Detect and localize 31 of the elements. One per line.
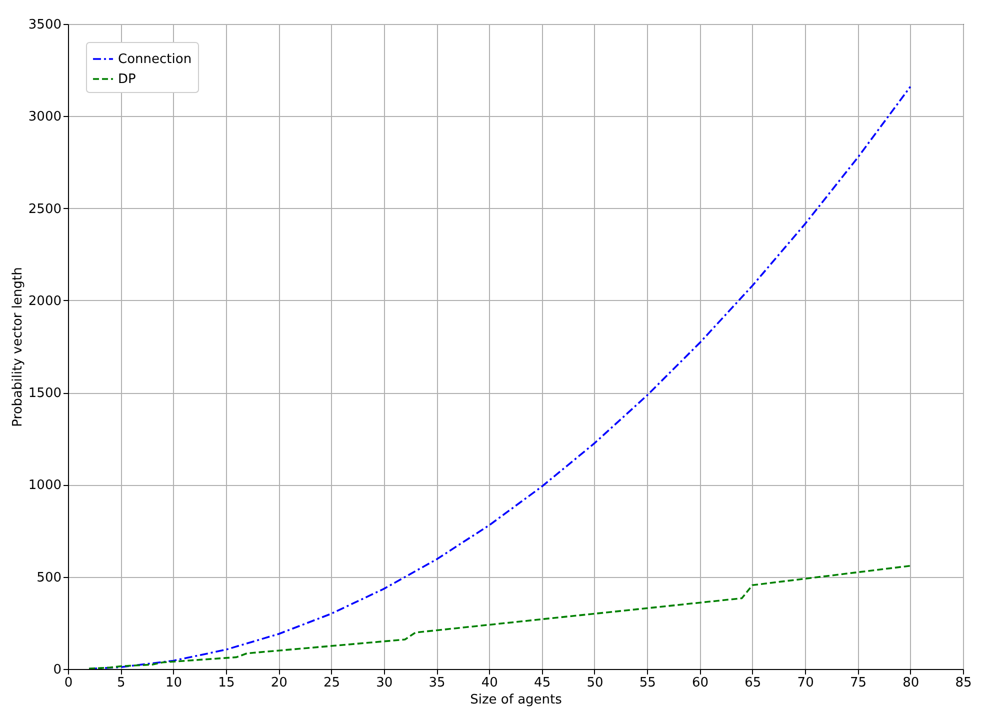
legend-label: DP: [118, 72, 136, 87]
x-tick-label: 0: [64, 676, 73, 690]
x-tick-label: 35: [428, 676, 446, 690]
x-tick-label: 5: [117, 676, 126, 690]
y-tick-label: 0: [53, 662, 62, 678]
y-tick-label: 3000: [28, 110, 62, 125]
x-tick-label: 85: [955, 676, 972, 690]
x-tick-label: 55: [639, 676, 656, 690]
x-tick-label: 10: [166, 676, 182, 690]
x-tick-label: 25: [323, 676, 340, 690]
x-tick-label: 60: [692, 676, 709, 690]
y-tick-label: 1500: [28, 386, 62, 402]
line-series: [88, 564, 912, 669]
x-axis-title: Size of agents: [470, 692, 562, 708]
x-tick-label: 80: [902, 676, 920, 690]
x-tick-label: 40: [481, 676, 498, 690]
y-tick-label: 2000: [28, 294, 62, 309]
y-axis-title: Probability vector length: [10, 267, 26, 427]
x-tick-label: 50: [586, 676, 604, 690]
x-tick-label: 65: [744, 676, 762, 690]
x-tick-label: 20: [270, 676, 288, 690]
x-tick-label: 70: [797, 676, 814, 690]
y-tick-label: 500: [36, 570, 62, 586]
y-tick-label: 1000: [28, 478, 62, 494]
x-tick-label: 30: [376, 676, 393, 690]
y-tick-label: 2500: [28, 202, 62, 217]
x-tick-label: 75: [850, 676, 866, 690]
y-tick-label: 3500: [28, 18, 62, 32]
x-tick-label: 45: [534, 676, 551, 690]
legend-label: Connection: [118, 52, 192, 67]
x-tick-label: 15: [218, 676, 235, 690]
